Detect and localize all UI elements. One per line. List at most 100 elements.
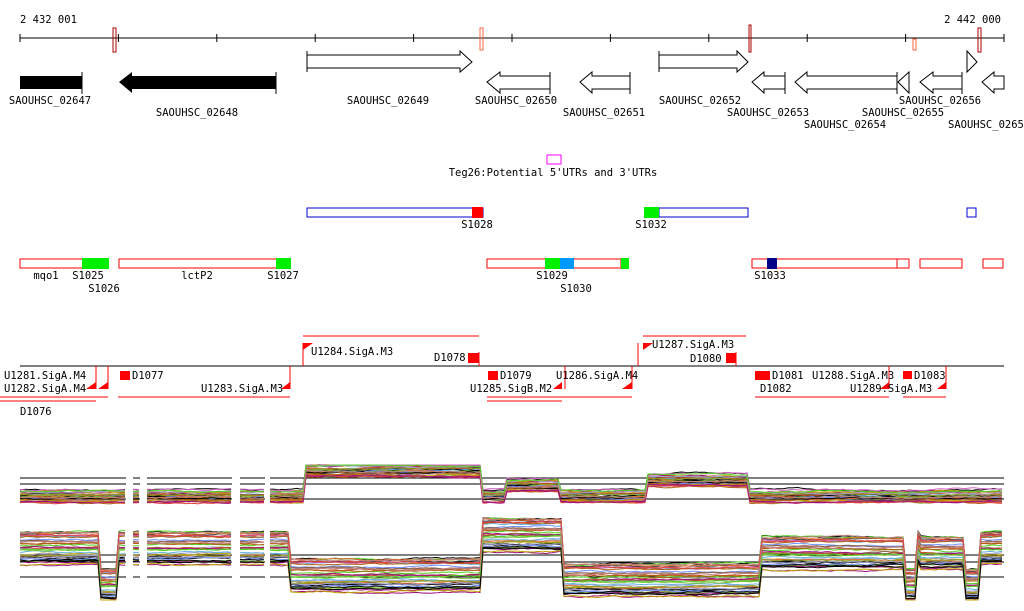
expression-line [146,495,232,499]
gene-SAOUHSC_02653[interactable]: SAOUHSC_02653 [727,70,809,119]
ruler-start-label: 2 432 001 [20,14,77,26]
svg-text:S1025: S1025 [72,270,104,282]
expression-line [19,543,126,584]
gene-SAOUHSC_02647[interactable]: SAOUHSC_02647 [9,72,91,107]
transcript-label[interactable]: U1285.SigB.M2 [470,383,552,395]
transcript-label[interactable]: U1281.SigA.M4 [4,370,86,382]
operon-feature[interactable] [966,207,977,218]
operon-feature[interactable] [658,207,749,218]
operon-row-1: S1028 S1032 [306,207,977,231]
transcript-label[interactable]: D1076 [20,406,52,418]
gene-SAOUHSC_02655[interactable]: SAOUHSC_02655 [862,70,944,119]
expression-line [146,532,232,535]
svg-text:lctP2: lctP2 [181,270,213,282]
expression-line [146,535,232,539]
transcript-label[interactable]: U1284.SigA.M3 [311,346,393,358]
sigma-site[interactable] [621,258,629,269]
expression-line [239,553,265,556]
operon-feature[interactable] [306,207,484,218]
sigma-site-S1029[interactable] [545,258,560,269]
transcript-label[interactable]: U1287.SigA.M3 [652,339,734,351]
gene-SAOUHSC_02654[interactable]: SAOUHSC_02654 [794,70,898,131]
svg-text:S1026: S1026 [88,283,120,295]
expression-line [239,490,264,493]
transcript-label[interactable]: D1080 [690,353,722,365]
gene-SAOUHSC_02651[interactable]: SAOUHSC_02651 [563,70,645,119]
expression-line [269,543,1003,596]
teg-feature[interactable]: Teg26:Potential 5'UTRs and 3'UTRs [449,154,658,179]
expression-line [239,534,265,537]
expression-line [239,498,265,501]
marker[interactable] [479,27,484,51]
expression-line [146,562,232,567]
transcript-label[interactable]: U1282.SigA.M4 [4,383,86,395]
transcript-label[interactable]: U1289.SigA.M3 [850,383,932,395]
transcript-label[interactable]: D1083 [914,370,946,382]
expression-line [19,562,126,601]
operon-feature[interactable] [982,258,1004,269]
expression-line [146,534,232,538]
expression-line [239,564,265,567]
sigma-site-S1027[interactable] [276,258,291,269]
svg-text:SAOUHSC_02647: SAOUHSC_02647 [9,95,91,107]
expression-line [19,545,126,586]
expression-line [269,474,1003,504]
expression-line [146,561,232,564]
expression-line [132,536,140,538]
svg-text:S1029: S1029 [536,270,568,282]
svg-text:mqo1: mqo1 [33,270,58,282]
expression-line [146,547,232,551]
expression-line [239,496,265,499]
sigma-site-S1032[interactable] [644,207,659,218]
marker[interactable] [748,24,752,53]
transcript-label[interactable]: D1081 [772,370,804,382]
sigma-site-S1025[interactable] [82,258,109,269]
gene-SAOUHSC_0265[interactable]: SAOUHSC_0265 [948,49,1024,131]
transcript-label[interactable]: U1288.SigA.M3 [812,370,894,382]
expression-line [239,541,265,544]
expression-line [239,501,265,503]
gene-SAOUHSC_02649[interactable]: SAOUHSC_02649 [306,49,473,107]
transcript-label[interactable]: D1077 [132,370,164,382]
marker[interactable] [112,27,117,53]
transcript-label[interactable]: D1082 [760,383,792,395]
sigma-site-S1033[interactable] [767,258,777,269]
expression-line [269,524,1003,579]
operon-row-2: mqo1 S1025 S1026 lctP2 S1027 S1029 S1030… [19,258,1004,295]
expression-line [269,464,1003,494]
expression-line [239,546,265,549]
operon-feature[interactable] [919,258,963,269]
gene-SAOUHSC_02656[interactable]: SAOUHSC_02656 [899,70,981,107]
gene-SAOUHSC_02650[interactable]: SAOUHSC_02650 [475,70,557,107]
sigma-site-S1028[interactable] [472,207,483,218]
expression-line [19,540,126,581]
marker[interactable] [977,27,982,53]
expression-line [239,536,265,539]
svg-text:SAOUHSC_02656: SAOUHSC_02656 [899,95,981,107]
svg-text:SAOUHSC_02649: SAOUHSC_02649 [347,95,429,107]
expression-line [239,531,264,535]
transcript-label[interactable]: U1286.SigA.M4 [556,370,638,382]
gene-SAOUHSC_02652[interactable]: SAOUHSC_02652 [658,49,749,107]
svg-text:SAOUHSC_02652: SAOUHSC_02652 [659,95,741,107]
gene-SAOUHSC_02648[interactable]: SAOUHSC_02648 [119,72,277,119]
ruler-end-label: 2 442 000 [944,14,1001,26]
sigma-site-S1030[interactable] [560,258,574,269]
expression-line [132,534,140,536]
expression-line [146,548,231,552]
transcript-label[interactable]: D1078 [434,352,466,364]
expression-line [240,551,265,554]
operon-feature[interactable] [896,258,910,269]
expression-line [239,554,265,558]
gene-partial-right[interactable] [981,70,1005,95]
expression-line [146,500,232,505]
expression-line [132,491,140,493]
expression-line [239,496,264,499]
expression-line [146,489,232,493]
expression-line [146,553,232,557]
transcript-label[interactable]: U1283.SigA.M3 [201,383,283,395]
transcript-label[interactable]: D1079 [500,370,532,382]
expression-line [270,547,1002,600]
operon-feature[interactable] [118,258,291,269]
marker[interactable] [912,38,917,51]
